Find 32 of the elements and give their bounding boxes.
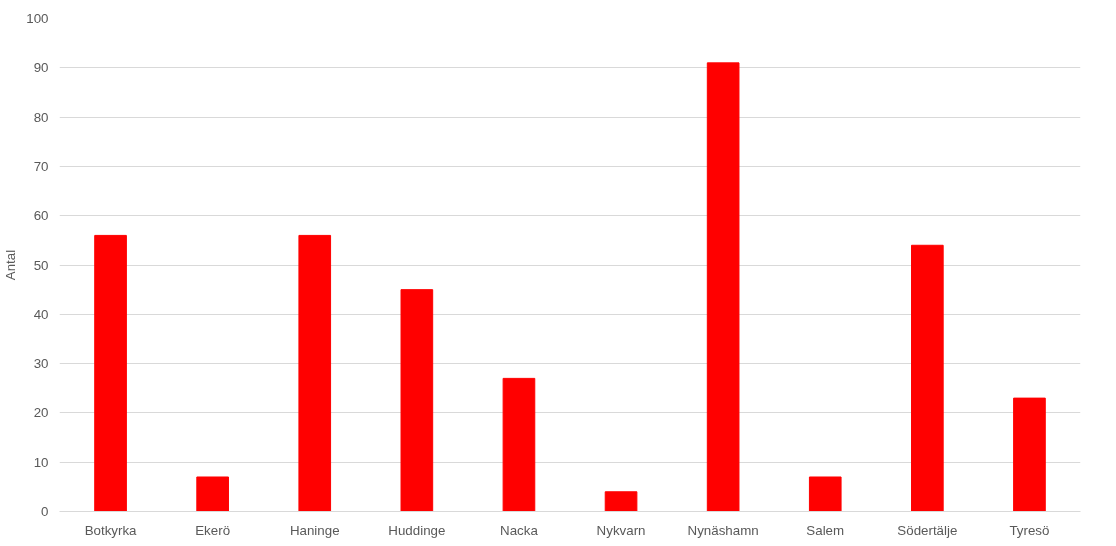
y-tick-label: 60 xyxy=(33,208,49,224)
x-tick-label: Huddinge xyxy=(388,522,446,538)
bar xyxy=(94,234,127,512)
bar xyxy=(706,62,740,512)
y-tick-label: 50 xyxy=(33,257,49,273)
x-tick-label: Nacka xyxy=(500,522,539,538)
x-tick-label: Södertälje xyxy=(897,522,958,538)
x-tick-label: Botkyrka xyxy=(84,522,138,538)
bar xyxy=(298,234,332,512)
x-tick-label: Ekerö xyxy=(195,522,231,538)
x-tick-label: Tyresö xyxy=(1009,522,1050,538)
x-tick-label: Nynäshamn xyxy=(687,522,759,538)
y-tick-label: 100 xyxy=(26,11,49,26)
y-tick-label: 20 xyxy=(33,405,49,421)
y-axis-title: Antal xyxy=(3,249,19,281)
bar xyxy=(400,289,434,512)
y-tick-label: 40 xyxy=(33,306,49,322)
x-tick-label: Nykvarn xyxy=(596,522,646,538)
y-tick-label: 90 xyxy=(33,60,49,76)
x-tick-label: Salem xyxy=(806,522,845,538)
x-tick-label: Haninge xyxy=(289,522,340,538)
y-tick-label: 80 xyxy=(33,109,49,125)
y-tick-label: 70 xyxy=(33,158,49,174)
bar xyxy=(911,244,944,512)
bar xyxy=(808,476,842,512)
bar xyxy=(196,476,229,512)
y-tick-label: 0 xyxy=(41,504,49,519)
bar xyxy=(604,491,638,512)
bar xyxy=(502,377,536,512)
y-tick-label: 30 xyxy=(33,356,49,372)
y-tick-label: 10 xyxy=(33,454,49,470)
bar xyxy=(1013,397,1046,512)
